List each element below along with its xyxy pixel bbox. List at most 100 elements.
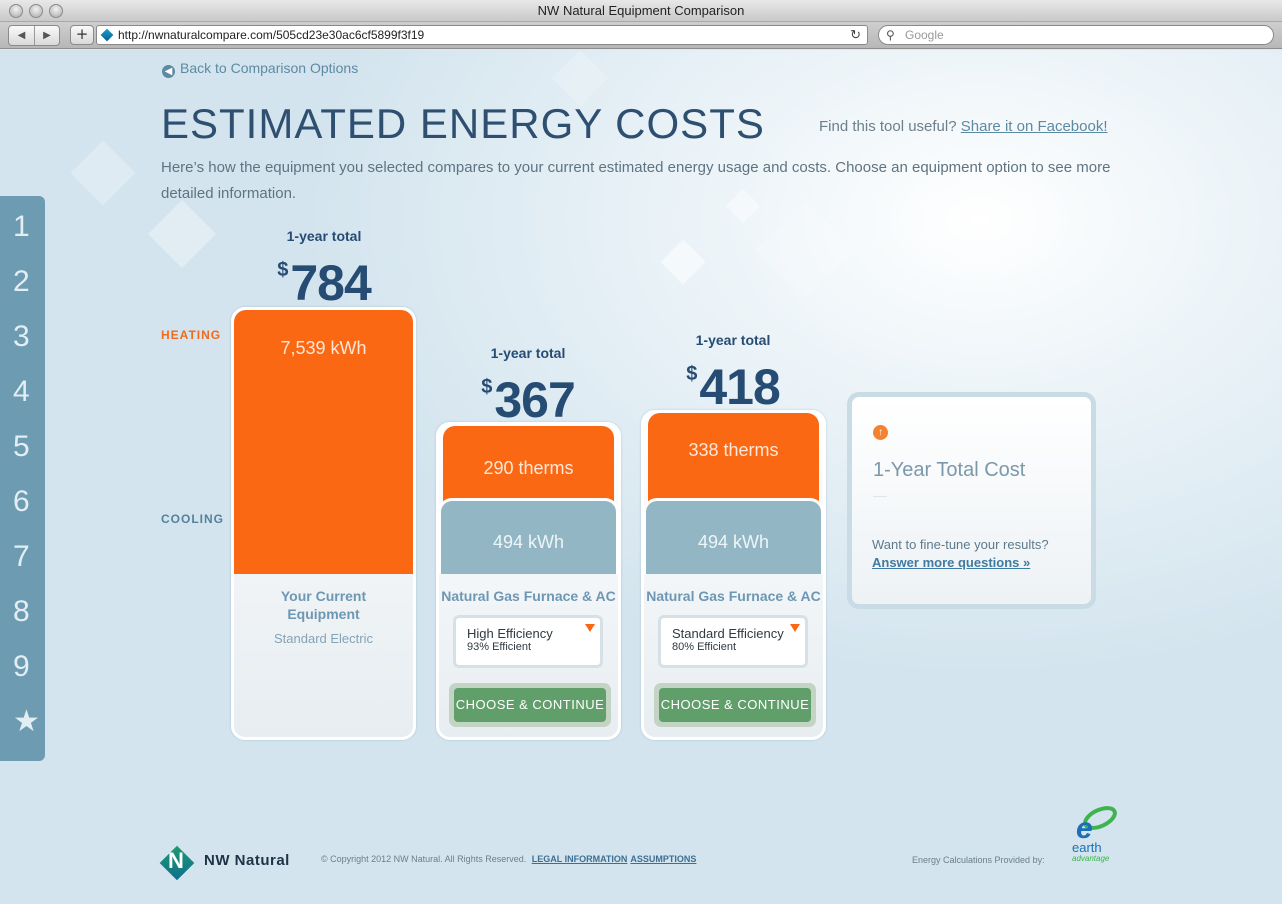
decorative-diamond <box>148 200 216 268</box>
dropdown-arrow-icon <box>585 624 595 632</box>
total-value: 418 <box>699 359 780 415</box>
option-1-name: Your Current Equipment <box>280 588 367 622</box>
option-3-name: Natural Gas Furnace & AC <box>646 588 821 604</box>
efficiency-name: High Efficiency <box>467 626 553 641</box>
back-button[interactable]: ◀ <box>17 30 26 41</box>
svg-text:earth: earth <box>1072 840 1102 855</box>
close-window-button[interactable] <box>9 4 23 18</box>
choose-continue-wrapper: CHOOSE & CONTINUE <box>654 683 816 727</box>
decorative-diamond <box>660 239 706 285</box>
svg-text:e: e <box>1076 812 1093 845</box>
assumptions-link[interactable]: ASSUMPTIONS <box>630 854 697 864</box>
currency-symbol: $ <box>686 363 697 385</box>
currency-symbol: $ <box>277 259 288 281</box>
heating-usage: 290 therms <box>483 458 574 478</box>
efficiency-select[interactable]: High Efficiency 93% Efficient <box>453 615 603 668</box>
minimize-window-button[interactable] <box>29 4 43 18</box>
back-arrow-icon: ◀ <box>162 65 175 78</box>
page-title: ESTIMATED ENERGY COSTS <box>161 100 765 147</box>
legal-information-link[interactable]: LEGAL INFORMATION <box>531 854 628 864</box>
efficiency-percent: 93% Efficient <box>467 641 532 653</box>
share-prompt: Find this tool useful? Share it on Faceb… <box>819 118 1108 135</box>
decorative-diamond <box>70 140 136 206</box>
svg-text:advantage: advantage <box>1072 854 1110 863</box>
heating-usage: 338 therms <box>688 440 779 460</box>
option-2-cooling-bar: 494 kWh <box>438 498 619 574</box>
search-input[interactable]: ⚲ Google <box>878 25 1274 45</box>
step-3-link[interactable]: 3 <box>13 320 30 353</box>
option-3-total: 1-year total $418 <box>643 332 823 413</box>
up-arrow-icon: ↑ <box>873 425 888 440</box>
calculation-credit: Energy Calculations Provided by: <box>912 855 1045 865</box>
option-1-subtitle: Standard Electric <box>274 631 373 646</box>
intro-text: Here’s how the equipment you selected co… <box>161 159 1111 202</box>
heating-row-label: HEATING <box>161 328 222 342</box>
share-question: Find this tool useful? <box>819 118 957 135</box>
zoom-window-button[interactable] <box>49 4 63 18</box>
efficiency-select[interactable]: Standard Efficiency 80% Efficient <box>658 615 808 668</box>
add-bookmark-button[interactable]: + <box>70 25 94 45</box>
cost-legend-panel: ↑ 1-Year Total Cost Want to fine-tune yo… <box>847 392 1096 609</box>
cooling-row-label: COOLING <box>161 512 224 526</box>
total-amount: $367 <box>438 361 618 426</box>
cooling-usage: 494 kWh <box>697 532 770 552</box>
option-3-cooling-bar: 494 kWh <box>643 498 824 574</box>
option-1-heating-bar: 7,539 kWh <box>234 310 413 574</box>
fine-tune-text: Want to fine-tune your results? <box>872 537 1049 552</box>
choose-continue-button[interactable]: CHOOSE & CONTINUE <box>454 688 606 722</box>
efficiency-percent: 80% Efficient <box>672 641 737 653</box>
decorative-diamond <box>755 200 855 300</box>
step-2-link[interactable]: 2 <box>13 265 30 298</box>
window-title: NW Natural Equipment Comparison <box>537 3 745 18</box>
search-icon: ⚲ <box>886 28 895 42</box>
total-label: 1-year total <box>286 228 362 244</box>
step-8-link[interactable]: 8 <box>13 595 30 628</box>
option-2-total: 1-year total $367 <box>438 345 618 426</box>
copyright-text: © Copyright 2012 NW Natural. All Rights … <box>321 854 527 864</box>
total-amount: $418 <box>643 348 823 413</box>
cooling-usage: 494 kWh <box>492 532 565 552</box>
earth-advantage-logo-icon: e earth advantage <box>1072 806 1117 863</box>
back-to-options-link[interactable]: ◀ Back to Comparison Options <box>162 60 358 78</box>
legend-question: Want to fine-tune your results? Answer m… <box>872 537 1049 570</box>
history-nav: ◀ ▶ <box>8 25 60 46</box>
step-1-link[interactable]: 1 <box>13 210 30 243</box>
choose-continue-button[interactable]: CHOOSE & CONTINUE <box>659 688 811 722</box>
total-value: 784 <box>290 255 371 311</box>
option-2-name: Natural Gas Furnace & AC <box>441 588 616 604</box>
heating-usage: 7,539 kWh <box>280 338 367 358</box>
page-footer: N NW Natural © Copyright 2012 NW Natural… <box>159 806 1120 884</box>
page-content: 1 2 3 4 5 6 7 8 9 ★ ◀ Back to Comparison … <box>0 50 1282 904</box>
legend-divider <box>873 496 887 497</box>
address-bar[interactable]: http://nwnaturalcompare.com/505cd23e30ac… <box>96 25 868 45</box>
total-label: 1-year total <box>490 345 566 361</box>
total-value: 367 <box>494 372 575 428</box>
forward-button[interactable]: ▶ <box>34 26 59 45</box>
decorative-diamond <box>551 50 609 107</box>
option-2-heating-bar: 290 therms <box>443 426 614 506</box>
site-favicon-icon <box>100 28 114 42</box>
option-3-heating-bar: 338 therms <box>648 413 819 506</box>
step-7-link[interactable]: 7 <box>13 540 30 573</box>
address-url: http://nwnaturalcompare.com/505cd23e30ac… <box>118 28 425 42</box>
step-6-link[interactable]: 6 <box>13 485 30 518</box>
star-step-icon[interactable]: ★ <box>13 705 40 738</box>
step-9-link[interactable]: 9 <box>13 650 30 683</box>
step-4-link[interactable]: 4 <box>13 375 30 408</box>
nw-natural-logo-mark: N <box>168 848 184 873</box>
share-facebook-link[interactable]: Share it on Facebook! <box>960 118 1108 135</box>
step-5-link[interactable]: 5 <box>13 430 30 463</box>
efficiency-name: Standard Efficiency <box>672 626 784 641</box>
step-navigation: 1 2 3 4 5 6 7 8 9 ★ <box>0 196 45 761</box>
window-titlebar: NW Natural Equipment Comparison <box>0 0 1282 22</box>
brand-name: NW Natural <box>204 852 290 869</box>
dropdown-arrow-icon <box>790 624 800 632</box>
answer-more-questions-link[interactable]: Answer more questions » <box>872 555 1031 570</box>
browser-toolbar: ◀ ▶ + http://nwnaturalcompare.com/505cd2… <box>0 22 1282 49</box>
total-label: 1-year total <box>695 332 771 348</box>
window-controls[interactable] <box>9 4 63 18</box>
currency-symbol: $ <box>481 376 492 398</box>
legend-title: 1-Year Total Cost <box>873 459 1026 481</box>
reload-icon[interactable]: ↻ <box>850 27 861 42</box>
copyright: © Copyright 2012 NW Natural. All Rights … <box>321 854 696 864</box>
